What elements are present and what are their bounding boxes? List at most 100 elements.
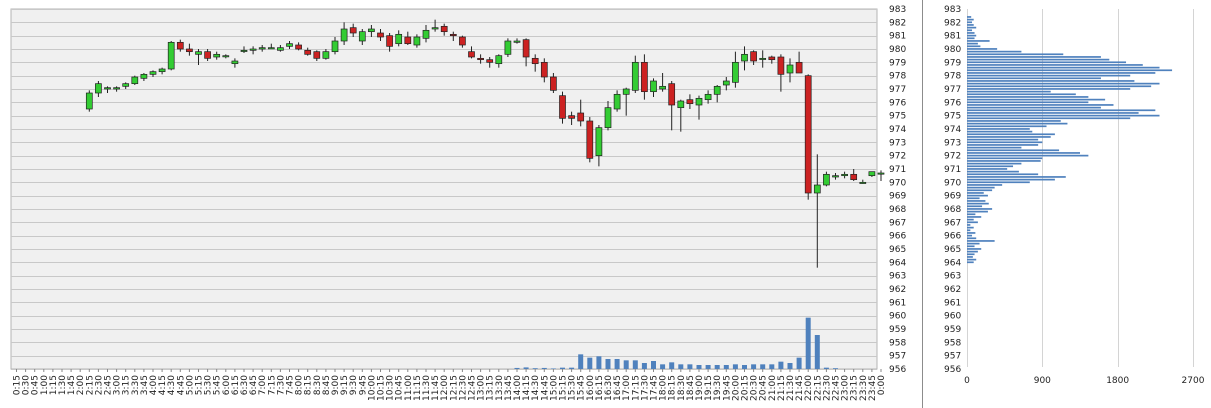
candle-up <box>358 29 366 45</box>
volume-bar <box>714 365 720 369</box>
profile-bar <box>967 130 1033 133</box>
candle-up <box>286 41 293 49</box>
candle-body <box>240 49 248 52</box>
candle-body <box>868 171 876 177</box>
profile-bar <box>967 50 1022 53</box>
candle-body <box>695 97 703 106</box>
profile-bar <box>967 34 977 37</box>
candle-down <box>550 73 557 93</box>
candle-up <box>240 46 248 53</box>
candle-body <box>149 71 157 75</box>
time-tick-label: 11:15 <box>413 375 423 401</box>
candle-body <box>459 36 466 46</box>
candle-down <box>386 33 393 52</box>
time-tick-label: 17:30 <box>640 375 650 401</box>
profile-price-tick-label: 983 <box>944 5 961 15</box>
volume-bar <box>523 367 529 369</box>
time-tick-label: 2:00 <box>76 375 86 395</box>
volume-bar <box>814 335 820 369</box>
time-tick-label: 15:00 <box>549 375 559 401</box>
profile-bar <box>967 26 977 29</box>
candle-body <box>404 36 412 45</box>
profile-bar <box>967 248 982 250</box>
candle-body <box>577 112 585 122</box>
time-tick-label: 9:45 <box>358 375 368 395</box>
candle-up <box>149 70 157 77</box>
price-tick-label: 966 <box>889 232 906 242</box>
time-tick-label: 13:30 <box>495 375 505 401</box>
candle-body <box>167 41 175 70</box>
volume-bar <box>723 365 729 369</box>
candle-body <box>850 173 858 181</box>
candle-body <box>877 172 885 175</box>
candle-body <box>668 83 676 106</box>
profile-bar <box>967 64 1143 66</box>
candle-up <box>513 38 521 44</box>
profile-bar <box>967 61 1127 64</box>
price-tick-label: 961 <box>889 298 906 308</box>
time-tick-label: 22:15 <box>813 375 823 401</box>
time-tick-label: 16:30 <box>604 375 614 401</box>
time-tick-label: 8:30 <box>313 375 323 395</box>
candle-down <box>449 31 457 41</box>
price-tick-label: 960 <box>889 312 906 322</box>
time-tick-label: 12:30 <box>458 375 468 401</box>
candle-body <box>295 44 302 50</box>
candle-down <box>186 43 193 56</box>
candle-body <box>859 181 867 184</box>
time-tick-label: 9:00 <box>331 375 341 395</box>
profile-bar <box>967 192 984 194</box>
profile-bar <box>967 53 1064 56</box>
candle-down <box>304 47 312 56</box>
profile-bar <box>967 168 1008 170</box>
profile-bar <box>967 210 988 213</box>
time-tick-label: 23:30 <box>859 375 869 401</box>
candle-down <box>204 49 211 61</box>
profile-price-tick-label: 958 <box>944 338 961 348</box>
time-tick-label: 1:15 <box>49 375 59 395</box>
time-tick-label: 8:45 <box>322 375 332 395</box>
candle-down <box>586 117 594 163</box>
profile-bar <box>967 200 986 202</box>
candles <box>85 19 885 268</box>
candle-body <box>613 93 621 110</box>
volume-bar <box>687 364 693 369</box>
profile-bar <box>967 197 980 200</box>
time-tick-label: 3:15 <box>122 375 132 395</box>
candle-body <box>449 33 457 37</box>
candle-down <box>313 50 321 61</box>
time-tick-label: 22:45 <box>832 375 842 401</box>
profile-bar <box>967 221 978 224</box>
time-tick-label: 0:30 <box>22 375 32 395</box>
time-tick-label: 20:30 <box>750 375 760 401</box>
profile-bar <box>967 32 975 34</box>
candle-body <box>604 107 612 129</box>
candle-body <box>204 51 211 59</box>
candle-body <box>140 73 148 79</box>
profile-price-tick-label: 964 <box>944 258 961 268</box>
candle-down <box>577 99 585 127</box>
profile-bar <box>967 29 973 32</box>
volume-bar <box>587 357 593 369</box>
price-tick-label: 964 <box>889 258 906 268</box>
profile-price-tick-label: 966 <box>944 232 961 242</box>
candle-body <box>95 83 102 94</box>
candle-body <box>468 51 475 58</box>
candle-up <box>722 77 730 91</box>
time-tick-label: 16:45 <box>613 375 623 401</box>
volume-bar <box>769 364 775 369</box>
profile-bar <box>967 194 988 197</box>
volume-bar <box>696 365 702 369</box>
candle-body <box>85 92 93 110</box>
profile-bar <box>967 104 1114 106</box>
profile-bar <box>967 42 978 45</box>
candle-down <box>668 81 676 131</box>
candle-up <box>258 45 266 52</box>
profile-volume-labels: 0 900 1800 2700 <box>964 376 1205 386</box>
profile-bar <box>967 250 978 253</box>
profile-bar <box>967 170 1019 173</box>
candle-up <box>659 73 666 92</box>
candle-body <box>231 60 239 65</box>
candle-up <box>131 75 139 85</box>
candle-up <box>713 85 721 103</box>
